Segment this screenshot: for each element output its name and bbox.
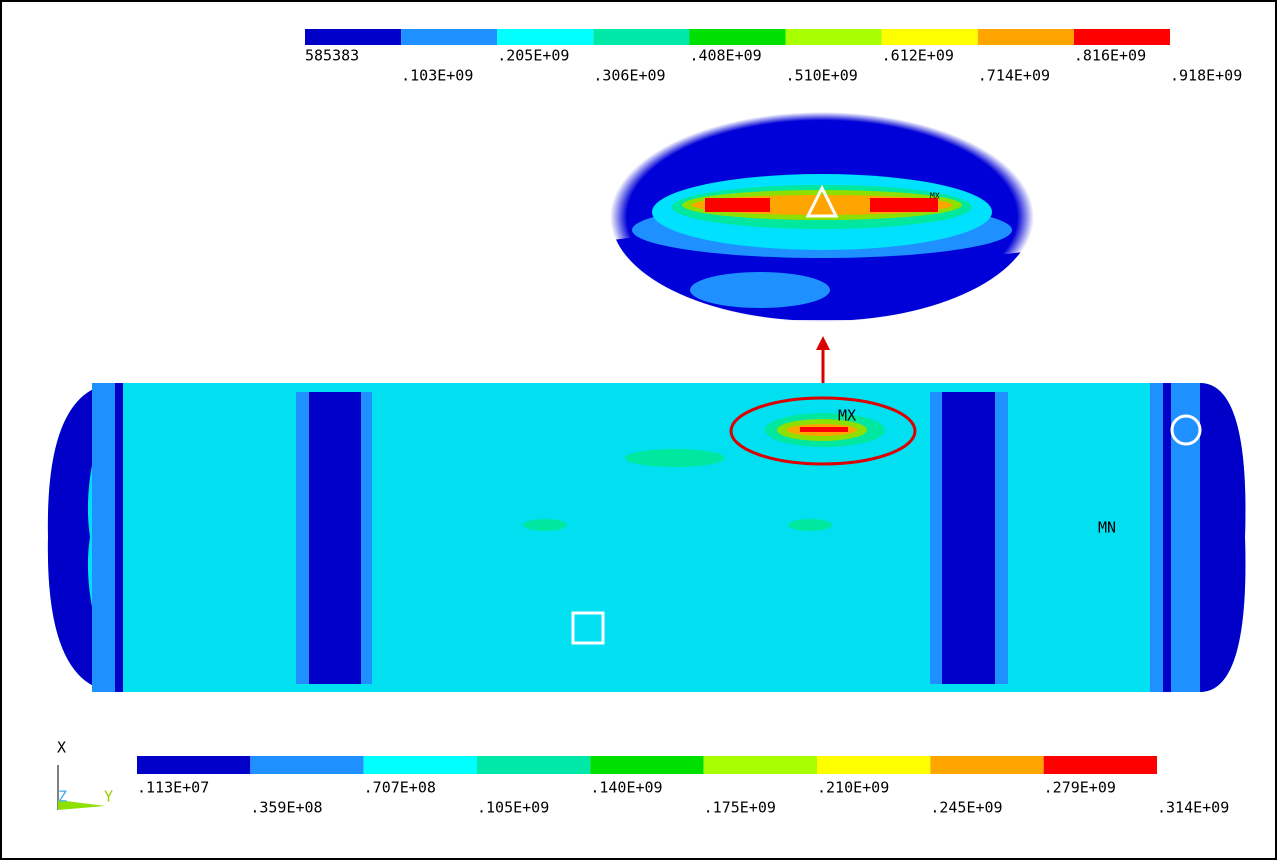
legend-label: 585383	[305, 47, 359, 65]
screen: 585383 .103E+09 .205E+09 .306E+09 .408E+09 .5…	[0, 0, 1277, 860]
legend-label: .175E+09	[704, 799, 776, 817]
legend-label: .113E+07	[137, 779, 209, 797]
legend-label: .816E+09	[1074, 47, 1146, 65]
zoom-max-label: MX	[930, 192, 940, 201]
legend-label: .918E+09	[1170, 67, 1242, 85]
legend-label: .612E+09	[882, 47, 954, 65]
vessel: MX MN	[48, 383, 1246, 692]
legend-label: .279E+09	[1044, 779, 1116, 797]
legend-swatch	[137, 756, 250, 774]
arrow-head	[816, 336, 830, 350]
triad-x: X	[57, 739, 66, 757]
legend-label: .359E+08	[250, 799, 322, 817]
legend-swatch	[786, 29, 882, 45]
min-label: MN	[1098, 519, 1116, 537]
triad: X Y Z	[57, 739, 113, 811]
legend-label: .707E+08	[364, 779, 436, 797]
legend-swatch	[305, 29, 401, 45]
legend-label: .306E+09	[593, 67, 665, 85]
bottom-legend: .113E+07 .359E+08 .707E+08 .105E+09 .140E+09…	[137, 756, 1229, 817]
legend-label: .103E+09	[401, 67, 473, 85]
legend-label: .714E+09	[978, 67, 1050, 85]
legend-swatch	[930, 756, 1043, 774]
legend-label: .105E+09	[477, 799, 549, 817]
legend-swatch	[364, 756, 477, 774]
legend-swatch	[1044, 756, 1157, 774]
zoom-view: MX	[610, 112, 1040, 322]
legend-swatch	[593, 29, 689, 45]
legend-label: .205E+09	[497, 47, 569, 65]
legend-swatch	[477, 756, 590, 774]
legend-swatch	[978, 29, 1074, 45]
triad-z: Z	[58, 788, 67, 806]
legend-label: .510E+09	[786, 67, 858, 85]
legend-swatch	[401, 29, 497, 45]
legend-swatch	[1074, 29, 1170, 45]
top-legend: 585383 .103E+09 .205E+09 .306E+09 .408E+09 .5…	[305, 29, 1242, 85]
legend-label: .140E+09	[590, 779, 662, 797]
legend-swatch	[817, 756, 930, 774]
legend-swatch	[590, 756, 703, 774]
legend-label: .408E+09	[689, 47, 761, 65]
max-label: MX	[838, 407, 856, 425]
legend-swatch	[882, 29, 978, 45]
legend-swatch	[497, 29, 593, 45]
legend-label: .314E+09	[1157, 799, 1229, 817]
legend-swatch	[704, 756, 817, 774]
legend-swatch	[250, 756, 363, 774]
legend-swatch	[689, 29, 785, 45]
triad-y: Y	[104, 788, 113, 806]
legend-label: .245E+09	[930, 799, 1002, 817]
legend-label: .210E+09	[817, 779, 889, 797]
